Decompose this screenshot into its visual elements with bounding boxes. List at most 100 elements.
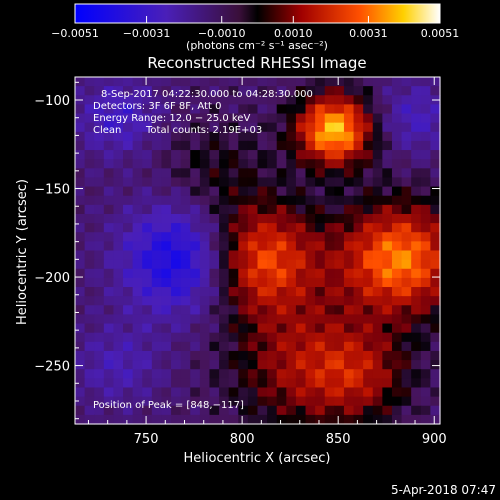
heatmap-cell [343,396,355,407]
heatmap-cell [430,213,441,224]
heatmap-cell [199,387,211,398]
heatmap-cell [324,223,335,233]
heatmap-cell [382,360,393,370]
heatmap-cell [103,259,115,270]
heatmap-cell [113,195,124,206]
heatmap-cell [315,186,326,197]
heatmap-cell [391,131,403,142]
heatmap-cell [391,360,403,370]
heatmap-cell [247,387,259,398]
heatmap-cell [267,350,278,361]
heatmap-cell [353,268,364,279]
heatmap-cell [75,77,86,87]
heatmap-cell [257,287,268,297]
colorbar: −0.0051 −0.0031 −0.0010 0.0010 0.0031 0.0051 … [51,3,459,52]
heatmap-cell [209,241,220,252]
heatmap-cell [420,204,431,215]
heatmap-cell [391,104,403,115]
heatmap-cell [411,314,422,325]
heatmap-cell [420,177,431,188]
heatmap-cell [142,332,153,343]
heatmap-cell [94,113,105,124]
heatmap-cell [75,378,86,389]
heatmap-cell [324,232,335,242]
heatmap-cell [247,113,259,124]
heatmap-cell [286,378,297,389]
heatmap-cell [190,405,201,416]
heatmap-cell [276,150,287,160]
heatmap-cell [142,350,153,361]
heatmap-cell [391,314,403,325]
heatmap-cell [411,296,422,306]
heatmap-cell [132,186,143,197]
heatmap-cell [334,268,345,279]
heatmap-cell [123,360,134,370]
heatmap-cell [257,86,268,96]
heatmap-cell [190,396,201,407]
heatmap-cell [295,95,307,105]
heatmap-cell [123,277,134,288]
heatmap-cell [257,296,268,306]
heatmap-cell [353,213,364,224]
heatmap-cell [372,268,383,279]
heatmap-cell [382,259,393,270]
heatmap-cell [382,323,393,334]
heatmap-cell [363,131,374,142]
heatmap-cell [75,305,86,316]
heatmap-cell [353,378,364,389]
heatmap-cell [123,241,134,252]
heatmap-cell [151,104,163,115]
heatmap-cell [228,305,239,316]
heatmap-cell [171,177,182,188]
heatmap-cell [334,204,345,215]
heatmap-cell [276,177,287,188]
heatmap-cell [247,177,259,188]
heatmap-cell [84,104,95,115]
heatmap-cell [420,113,431,124]
heatmap-cell [180,159,191,169]
heatmap-cell [132,77,143,87]
heatmap-cell [324,378,335,389]
heatmap-cell [430,378,441,389]
heatmap-cell [324,287,335,297]
heatmap-cell [132,213,143,224]
heatmap-cell [382,168,393,179]
heatmap-cell [276,113,287,124]
heatmap-cell [75,186,86,197]
heatmap-cell [142,131,153,142]
heatmap-cell [84,159,95,169]
heatmap-cell [247,232,259,242]
heatmap-cell [199,259,211,270]
y-axis-ticks: −100 −150 −200 −250 [34,81,440,420]
heatmap-cell [228,223,239,233]
heatmap-cell [315,150,326,160]
heatmap-cell [305,177,316,188]
heatmap-cell [161,268,172,279]
heatmap-cell [353,86,364,96]
heatmap-cell [286,387,297,398]
heatmap-cell [286,213,297,224]
heatmap-cell [84,86,95,96]
heatmap-cell [142,168,153,179]
heatmap-cell [171,150,182,160]
heatmap-cell [257,405,268,416]
heatmap-cell [209,131,220,142]
heatmap-cell [363,259,374,270]
heatmap-cell [190,241,201,252]
heatmap-cell [228,150,239,160]
heatmap-cell [286,360,297,370]
heatmap-cell [372,314,383,325]
heatmap-cell [209,223,220,233]
heatmap-cell [171,232,182,242]
heatmap-cell [363,287,374,297]
heatmap-cell [75,268,86,279]
heatmap-cell [171,223,182,233]
heatmap-cell [363,277,374,288]
heatmap-cell [324,168,335,179]
annotation-energy: Energy Range: 12.0 − 25.0 keV [93,113,250,124]
heatmap-cell [420,287,431,297]
heatmap-cell [324,95,335,105]
heatmap-cell [142,204,153,215]
heatmap-cell [190,250,201,261]
